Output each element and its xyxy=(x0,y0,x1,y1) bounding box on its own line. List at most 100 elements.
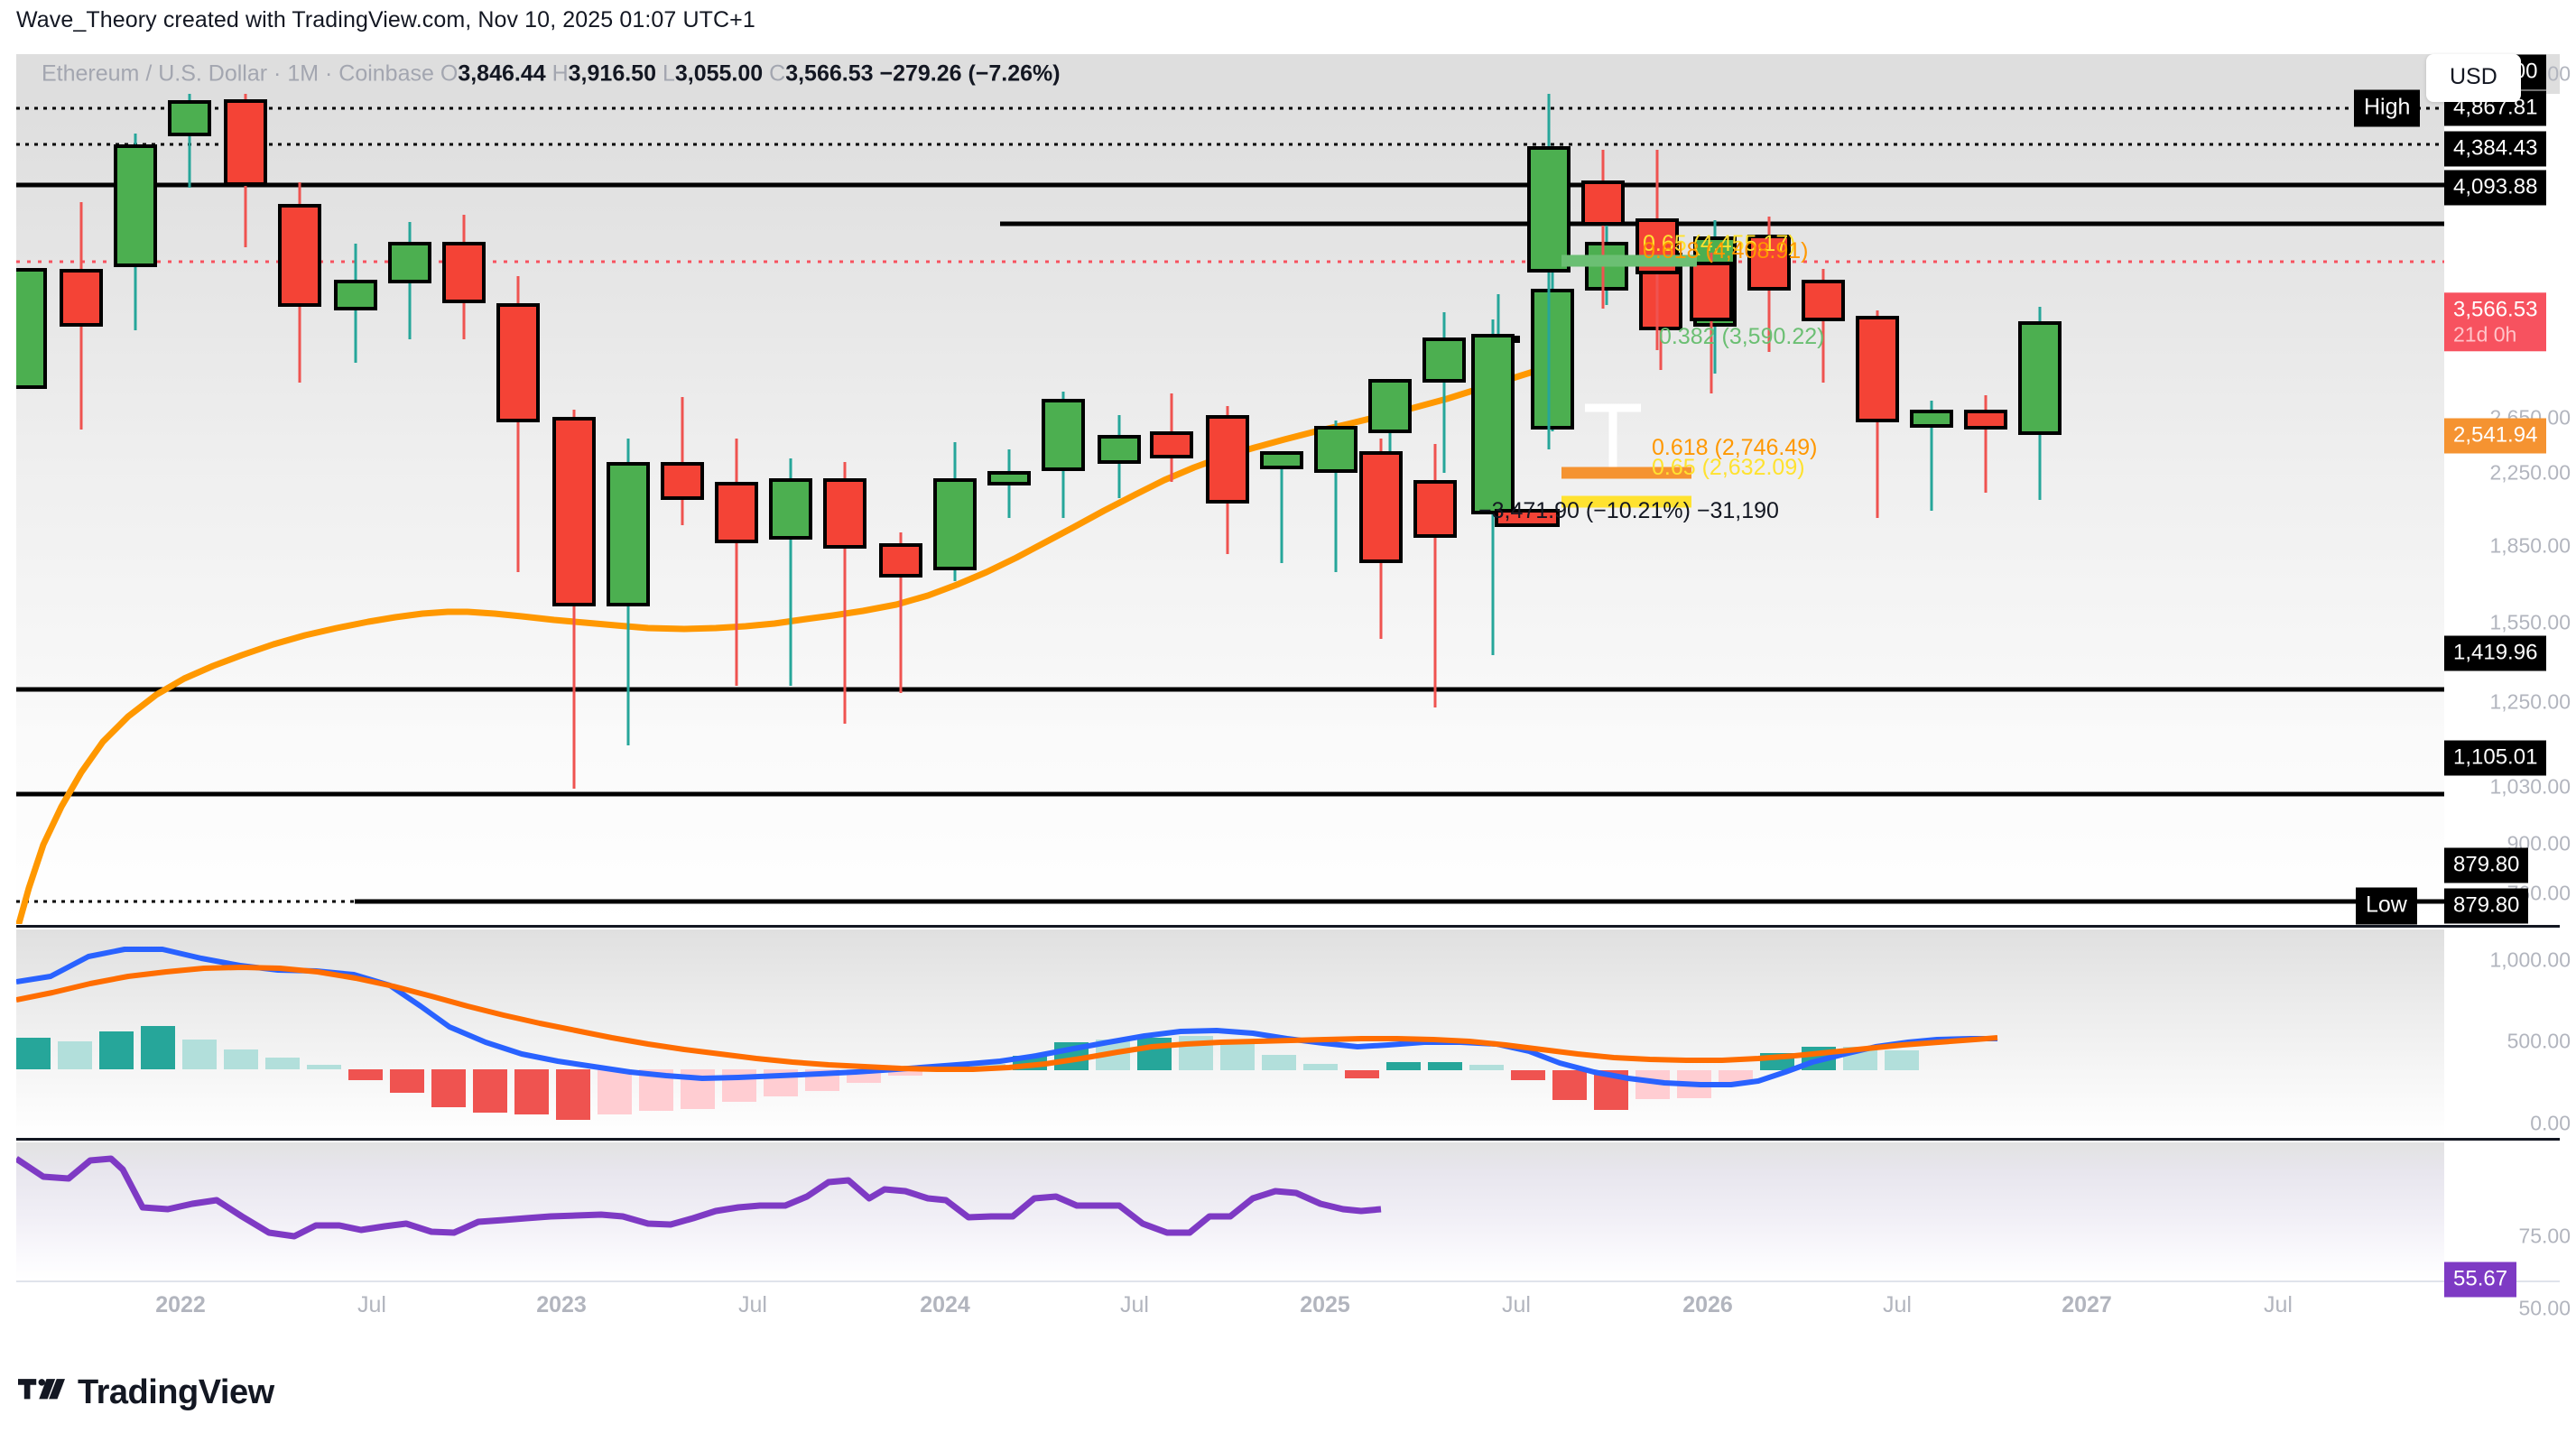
time-tick-2022: 2022 xyxy=(155,1292,206,1317)
price-chart-svg xyxy=(16,94,2444,924)
chart-legend-bar: Ethereum / U.S. Dollar · 1M · Coinbase O… xyxy=(16,54,2560,94)
candle xyxy=(1422,312,1466,473)
candle xyxy=(1413,444,1457,707)
measure-readout: −3,471.90 (−10.21%) −31,190 xyxy=(1478,498,1779,523)
rsi-value-badge[interactable]: 55.67 xyxy=(2444,1262,2517,1298)
time-axis-separator xyxy=(16,1280,2560,1282)
candle xyxy=(1527,94,1571,449)
axis-tick-macd-1000: 1,000.00 xyxy=(2489,947,2571,972)
measure-bracket xyxy=(1585,403,1641,477)
fib-0-618-lower-label: 0.618 (2,746.49) xyxy=(1652,435,1818,460)
candle xyxy=(1314,421,1357,572)
time-tick-2023: 2023 xyxy=(536,1292,587,1317)
rsi-line xyxy=(16,1155,1382,1240)
pane-separator-2[interactable] xyxy=(16,1138,2560,1141)
legend-high-key: H xyxy=(551,60,569,87)
time-tick-2027: 2027 xyxy=(2062,1292,2112,1317)
candle xyxy=(1964,395,2007,493)
time-tick-2024: 2024 xyxy=(920,1292,970,1317)
candle xyxy=(442,215,486,339)
legend-low-key: L xyxy=(662,60,675,87)
axis-tick-2250: 2,250.00 xyxy=(2489,460,2571,485)
time-axis[interactable]: 2022 Jul 2023 Jul 2024 Jul 2025 Jul 2026… xyxy=(0,1292,2576,1337)
macd-signal-line xyxy=(16,965,1998,1072)
time-tick-2026: 2026 xyxy=(1682,1292,1733,1317)
candle xyxy=(1531,273,1574,431)
chart-legend[interactable]: Ethereum / U.S. Dollar · 1M · Coinbase O… xyxy=(42,61,1061,88)
candle xyxy=(168,94,211,188)
last-price-badge[interactable]: 3,566.53 21d 0h xyxy=(2444,292,2547,352)
macd-chart-svg xyxy=(16,947,1998,1120)
legend-change: −279.26 (−7.26%) xyxy=(879,60,1061,87)
legend-symbol[interactable]: Ethereum / U.S. Dollar xyxy=(42,60,268,87)
fib-0-382-label: 0.382 (3,590.22) xyxy=(1659,324,1825,349)
rsi-chart-svg xyxy=(16,1155,1382,1240)
candle xyxy=(1150,393,1193,482)
candle xyxy=(879,532,922,693)
axis-tick-1250: 1,250.00 xyxy=(2489,689,2571,714)
candle xyxy=(661,397,704,525)
candle xyxy=(1581,150,1625,309)
legend-sep-1: · xyxy=(267,60,288,87)
bar-countdown: 21d 0h xyxy=(2453,322,2517,347)
price-level-1419-badge[interactable]: 1,419.96 xyxy=(2444,635,2547,671)
candle xyxy=(552,410,596,789)
candle xyxy=(1856,310,1899,518)
moving-average-badge[interactable]: 2,541.94 xyxy=(2444,418,2547,454)
legend-open-value: 3,846.44 xyxy=(458,60,546,87)
low-marker-label: Low xyxy=(2356,887,2417,925)
horizontal-levels xyxy=(16,106,2444,904)
legend-interval[interactable]: 1M xyxy=(287,60,320,87)
candle xyxy=(16,268,47,389)
time-tick-jul-3: Jul xyxy=(1120,1292,1149,1317)
candle xyxy=(1471,319,1515,655)
legend-open-key: O xyxy=(440,60,459,87)
time-tick-jul-5: Jul xyxy=(1883,1292,1912,1317)
candle xyxy=(769,458,812,686)
moving-average-line xyxy=(16,365,1545,924)
candle xyxy=(278,182,321,383)
candle xyxy=(114,134,157,330)
time-tick-jul-1: Jul xyxy=(357,1292,386,1317)
axis-tick-rsi-75: 75.00 xyxy=(2518,1224,2571,1248)
candle xyxy=(1260,451,1303,563)
currency-selector[interactable]: USD xyxy=(2426,54,2521,102)
legend-sep-2: · xyxy=(319,60,339,87)
price-level-4384-badge[interactable]: 4,384.43 xyxy=(2444,131,2547,167)
candle xyxy=(496,276,540,572)
legend-low-value: 3,055.00 xyxy=(674,60,764,87)
axis-tick-macd-500: 500.00 xyxy=(2507,1029,2571,1053)
candle xyxy=(1910,401,1953,511)
price-level-1105-badge[interactable]: 1,105.01 xyxy=(2444,740,2547,776)
price-pane[interactable]: 0.65 (4,455.17) 0.618 (4,408.91) 0.382 (… xyxy=(16,94,2444,924)
candle xyxy=(60,202,103,430)
time-tick-jul-4: Jul xyxy=(1502,1292,1531,1317)
tradingview-brand-name: TradingView xyxy=(78,1373,274,1411)
currency-label: USD xyxy=(2450,64,2497,89)
candle xyxy=(2018,307,2062,500)
high-marker-label: High xyxy=(2354,89,2421,127)
macd-pane[interactable] xyxy=(16,929,2444,1137)
marker-box xyxy=(1495,509,1560,527)
fib-0-65-upper-label: 0.65 (4,455.17) xyxy=(1643,231,1796,256)
price-level-879-b-badge[interactable]: 879.80 xyxy=(2444,888,2529,924)
tradingview-brand[interactable]: TradingView xyxy=(18,1373,274,1412)
pane-separator-1[interactable] xyxy=(16,925,2560,928)
price-level-4093-badge[interactable]: 4,093.88 xyxy=(2444,170,2547,206)
time-tick-jul-6: Jul xyxy=(2264,1292,2293,1317)
time-tick-jul-2: Jul xyxy=(738,1292,767,1317)
price-level-879-a-badge[interactable]: 879.80 xyxy=(2444,847,2529,883)
axis-tick-rsi-50: 50.00 xyxy=(2518,1296,2571,1320)
legend-exchange[interactable]: Coinbase xyxy=(338,60,434,87)
price-axis[interactable]: 4,950.00 2,650.00 2,250.00 1,850.00 1,55… xyxy=(2444,54,2576,1320)
candle xyxy=(224,94,267,247)
axis-tick-1850: 1,850.00 xyxy=(2489,533,2571,558)
candle xyxy=(1206,406,1249,554)
candle xyxy=(1359,439,1403,639)
candle xyxy=(1098,415,1141,498)
candle xyxy=(823,462,866,724)
attribution-text: Wave_Theory created with TradingView.com… xyxy=(16,7,755,32)
rsi-pane[interactable] xyxy=(16,1142,2444,1280)
legend-high-value: 3,916.50 xyxy=(568,60,656,87)
